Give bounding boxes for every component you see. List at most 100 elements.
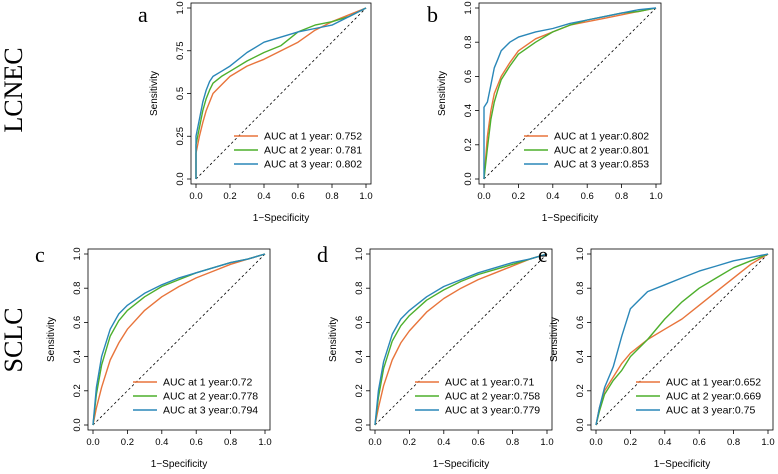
y-tick-label: 0.2 [354, 384, 365, 397]
x-tick-label: 0.2 [403, 437, 416, 448]
x-tick-label: 0.6 [693, 437, 706, 448]
y-tick-label: 0.25 [175, 127, 186, 146]
plot-frame [590, 248, 774, 431]
y-tick-label: 1.0 [354, 247, 365, 260]
legend-label-year-2: AUC at 2 year: 0.781 [264, 145, 362, 157]
roc-panel-d: d 0.0 0.2 0.4 0.6 0.8 1.0 0.0 0.2 0.4 0.6 0.8 1.0 1−S… [317, 242, 554, 470]
plot-frame [478, 2, 662, 185]
plot-frame [87, 248, 271, 431]
legend-label-year-2: AUC at 2 year:0.778 [163, 391, 258, 403]
legend-label-year-3: AUC at 3 year:0.794 [163, 405, 258, 417]
y-tick-label: 0.6 [354, 316, 365, 329]
x-tick-label: 1.0 [649, 191, 662, 202]
roc-panel-a: a 0.0 0.2 0.4 0.6 0.8 1.0 0.0 0.25 0.5 0.75 1.0 1−Sp… [138, 1, 373, 224]
legend-label-year-1: AUC at 1 year:0.652 [666, 377, 761, 389]
x-tick-label: 0.2 [121, 437, 134, 448]
x-tick-label: 0.6 [291, 191, 304, 202]
x-tick-label: 1.0 [359, 191, 372, 202]
legend-label-year-3: AUC at 3 year: 0.802 [264, 159, 362, 171]
y-tick-label: 1.0 [175, 1, 186, 14]
legend-label-year-1: AUC at 1 year:0.802 [554, 131, 649, 143]
y-tick-label: 0.0 [354, 418, 365, 431]
legend-label-year-2: AUC at 2 year:0.758 [445, 391, 540, 403]
y-tick-label: 0.2 [575, 384, 586, 397]
roc-curve-year-3 [374, 253, 548, 426]
roc-curve-year-1 [92, 253, 266, 426]
reference-diagonal [92, 253, 266, 426]
y-tick-label: 0.8 [354, 282, 365, 295]
x-tick-label: 1.0 [761, 437, 774, 448]
y-tick-label: 0.8 [463, 36, 474, 49]
x-tick-label: 0.4 [257, 191, 270, 202]
x-tick-label: 0.4 [155, 437, 168, 448]
y-axis-title: Sensitivity [328, 317, 339, 362]
legend-label-year-3: AUC at 3 year:0.853 [554, 159, 649, 171]
panel-letter-a: a [138, 2, 148, 27]
x-tick-label: 0.2 [512, 191, 525, 202]
x-tick-label: 0.8 [727, 437, 740, 448]
y-tick-label: 0.0 [463, 172, 474, 185]
roc-curve-year-2 [595, 253, 769, 426]
y-axis-title: Sensitivity [549, 317, 560, 362]
reference-diagonal [483, 7, 657, 180]
reference-diagonal [595, 253, 769, 426]
y-tick-label: 0.4 [575, 350, 586, 363]
x-tick-label: 0.0 [477, 191, 490, 202]
y-tick-label: 1.0 [463, 1, 474, 14]
x-tick-label: 0.8 [224, 437, 237, 448]
y-tick-label: 0.6 [463, 70, 474, 83]
legend-label-year-2: AUC at 2 year:0.669 [666, 391, 761, 403]
y-tick-label: 0.8 [72, 282, 83, 295]
x-tick-label: 0.0 [368, 437, 381, 448]
x-tick-label: 0.6 [190, 437, 203, 448]
x-axis-title: 1−Specificity [542, 213, 598, 224]
roc-curve-year-3 [195, 7, 367, 179]
y-tick-label: 0.6 [72, 316, 83, 329]
reference-diagonal [374, 253, 548, 426]
y-tick-label: 0.2 [463, 138, 474, 151]
y-tick-label: 0.0 [175, 172, 186, 185]
y-tick-label: 0.4 [354, 350, 365, 363]
reference-diagonal [195, 7, 367, 180]
row-label-sclc: SCLC [0, 307, 28, 372]
y-tick-label: 0.4 [463, 104, 474, 117]
x-tick-label: 0.8 [506, 437, 519, 448]
legend-label-year-1: AUC at 1 year:0.71 [445, 377, 534, 389]
x-axis-title: 1−Specificity [253, 213, 309, 224]
y-tick-label: 0.4 [72, 350, 83, 363]
panel-letter-e: e [538, 242, 548, 267]
x-axis-title: 1−Specificity [151, 459, 207, 470]
x-tick-label: 0.4 [437, 437, 450, 448]
panel-letter-d: d [317, 242, 328, 267]
legend-label-year-1: AUC at 1 year: 0.752 [264, 131, 362, 143]
y-tick-label: 0.0 [72, 418, 83, 431]
x-tick-label: 0.4 [658, 437, 671, 448]
roc-curve-year-1 [374, 253, 548, 426]
panel-letter-b: b [427, 2, 438, 27]
row-label-lcnec: LCNEC [0, 47, 28, 132]
y-tick-label: 0.75 [175, 42, 186, 61]
roc-curve-year-3 [483, 7, 657, 179]
y-tick-label: 0.5 [175, 87, 186, 100]
legend-label-year-3: AUC at 3 year:0.779 [445, 405, 540, 417]
y-tick-label: 1.0 [72, 247, 83, 260]
x-tick-label: 0.0 [86, 437, 99, 448]
roc-curve-year-1 [595, 253, 769, 426]
plot-frame [369, 248, 553, 431]
y-axis-title: Sensitivity [437, 71, 448, 116]
x-tick-label: 1.0 [258, 437, 271, 448]
y-tick-label: 0.2 [72, 384, 83, 397]
legend-label-year-3: AUC at 3 year:0.75 [666, 405, 755, 417]
x-tick-label: 0.4 [546, 191, 559, 202]
y-tick-label: 1.0 [575, 247, 586, 260]
y-tick-label: 0.8 [575, 282, 586, 295]
x-tick-label: 0.0 [589, 437, 602, 448]
roc-curve-year-3 [595, 253, 769, 426]
y-tick-label: 0.0 [575, 418, 586, 431]
x-axis-title: 1−Specificity [654, 459, 710, 470]
x-axis-title: 1−Specificity [433, 459, 489, 470]
roc-curve-year-1 [483, 7, 657, 180]
x-tick-label: 1.0 [540, 437, 553, 448]
panel-letter-c: c [35, 242, 45, 267]
roc-curve-year-2 [374, 253, 548, 426]
